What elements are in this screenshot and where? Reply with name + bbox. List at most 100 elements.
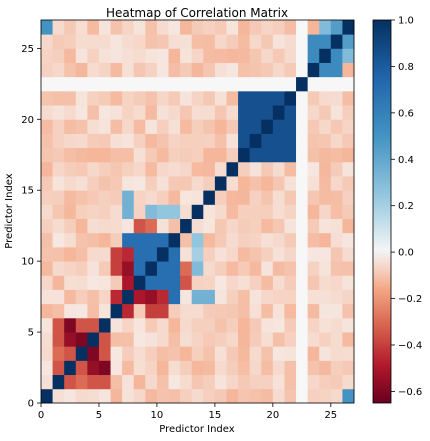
heatmap-cell (133, 204, 146, 219)
heatmap-cell (342, 360, 355, 376)
heatmap-cell (98, 119, 111, 134)
heatmap-cell (249, 246, 262, 262)
heatmap-cell (307, 360, 320, 376)
heatmap-cell (214, 34, 227, 49)
heatmap-cell (307, 90, 320, 106)
heatmap-cell (87, 346, 100, 361)
heatmap-cell (191, 161, 204, 177)
heatmap-cell (180, 105, 193, 120)
heatmap-cell (296, 119, 309, 134)
heatmap-cell (261, 317, 274, 333)
heatmap-cell (64, 90, 77, 106)
heatmap-cell (319, 62, 332, 78)
heatmap-cell (98, 90, 111, 106)
heatmap-cell (261, 133, 274, 149)
heatmap-cell (272, 360, 285, 376)
heatmap-cell (75, 317, 88, 333)
heatmap-cell (168, 346, 181, 361)
heatmap-cell (98, 34, 111, 49)
heatmap-cell (156, 76, 169, 92)
heatmap-cell (203, 332, 216, 347)
heatmap-cell (75, 48, 88, 63)
heatmap-cell (168, 204, 181, 219)
heatmap-cell (156, 232, 169, 248)
heatmap-cell (261, 275, 274, 290)
heatmap-cell (110, 360, 123, 376)
heatmap-cell (122, 34, 135, 49)
heatmap-cell (122, 90, 135, 106)
heatmap-cell (87, 261, 100, 276)
heatmap-cell (52, 289, 65, 305)
heatmap-cell (261, 34, 274, 49)
heatmap-cell (214, 232, 227, 248)
heatmap-cell (319, 388, 332, 404)
heatmap-cell (238, 332, 251, 347)
heatmap-cell (261, 76, 274, 92)
heatmap-cell (261, 62, 274, 78)
heatmap-cell (98, 360, 111, 376)
heatmap-cell (41, 346, 53, 361)
heatmap-cell (307, 232, 320, 248)
heatmap-cell (64, 161, 77, 177)
heatmap-cell (307, 76, 320, 92)
heatmap-cell (203, 62, 216, 78)
heatmap-cell (261, 119, 274, 134)
heatmap-cell (296, 90, 309, 106)
heatmap-cell (64, 147, 77, 163)
heatmap-cell (261, 332, 274, 347)
heatmap-cell (191, 20, 204, 35)
heatmap-cell (75, 20, 88, 35)
heatmap-cell (180, 204, 193, 219)
heatmap-cell (133, 374, 146, 390)
heatmap-cell (261, 48, 274, 63)
heatmap-cell (296, 261, 309, 276)
heatmap-cell (75, 62, 88, 78)
heatmap-cell (75, 346, 88, 361)
heatmap-cell (52, 374, 65, 390)
heatmap-cell (307, 275, 320, 290)
heatmap-cell (41, 204, 53, 219)
heatmap-cell (168, 161, 181, 177)
heatmap-cell (133, 289, 146, 305)
heatmap-cell (330, 303, 343, 319)
heatmap-cell (133, 388, 146, 404)
heatmap-cell (284, 133, 297, 149)
heatmap-cell (214, 190, 227, 205)
heatmap-cell (180, 133, 193, 149)
heatmap-cell (180, 176, 193, 191)
heatmap-cell (330, 48, 343, 63)
heatmap-cell (180, 275, 193, 290)
heatmap-cell (319, 289, 332, 305)
heatmap-cell (214, 289, 227, 305)
heatmap-cell (41, 76, 53, 92)
y-axis-ticks: 0 5 10 15 20 25 (21, 44, 41, 410)
heatmap-cell (180, 34, 193, 49)
heatmap-cell (98, 20, 111, 35)
heatmap-cells (41, 20, 355, 404)
heatmap-cell (342, 133, 355, 149)
heatmap-cell (122, 261, 135, 276)
heatmap-cell (296, 34, 309, 49)
heatmap-cell (238, 374, 251, 390)
colorbar-tick-label: 1.0 (398, 16, 414, 27)
heatmap-cell (249, 261, 262, 276)
heatmap-cell (52, 20, 65, 35)
heatmap-cell (64, 232, 77, 248)
heatmap-cell (238, 261, 251, 276)
heatmap-cell (168, 90, 181, 106)
heatmap-cell (272, 204, 285, 219)
heatmap-cell (87, 204, 100, 219)
heatmap-cell (284, 218, 297, 234)
heatmap-cell (284, 360, 297, 376)
heatmap-cell (110, 90, 123, 106)
heatmap-cell (52, 218, 65, 234)
heatmap-cell (52, 388, 65, 404)
heatmap-cell (238, 76, 251, 92)
heatmap-cell (249, 76, 262, 92)
heatmap-cell (52, 360, 65, 376)
heatmap-cell (203, 303, 216, 319)
heatmap-cell (64, 275, 77, 290)
heatmap-cell (226, 261, 239, 276)
heatmap-cell (261, 289, 274, 305)
heatmap-cell (191, 204, 204, 219)
